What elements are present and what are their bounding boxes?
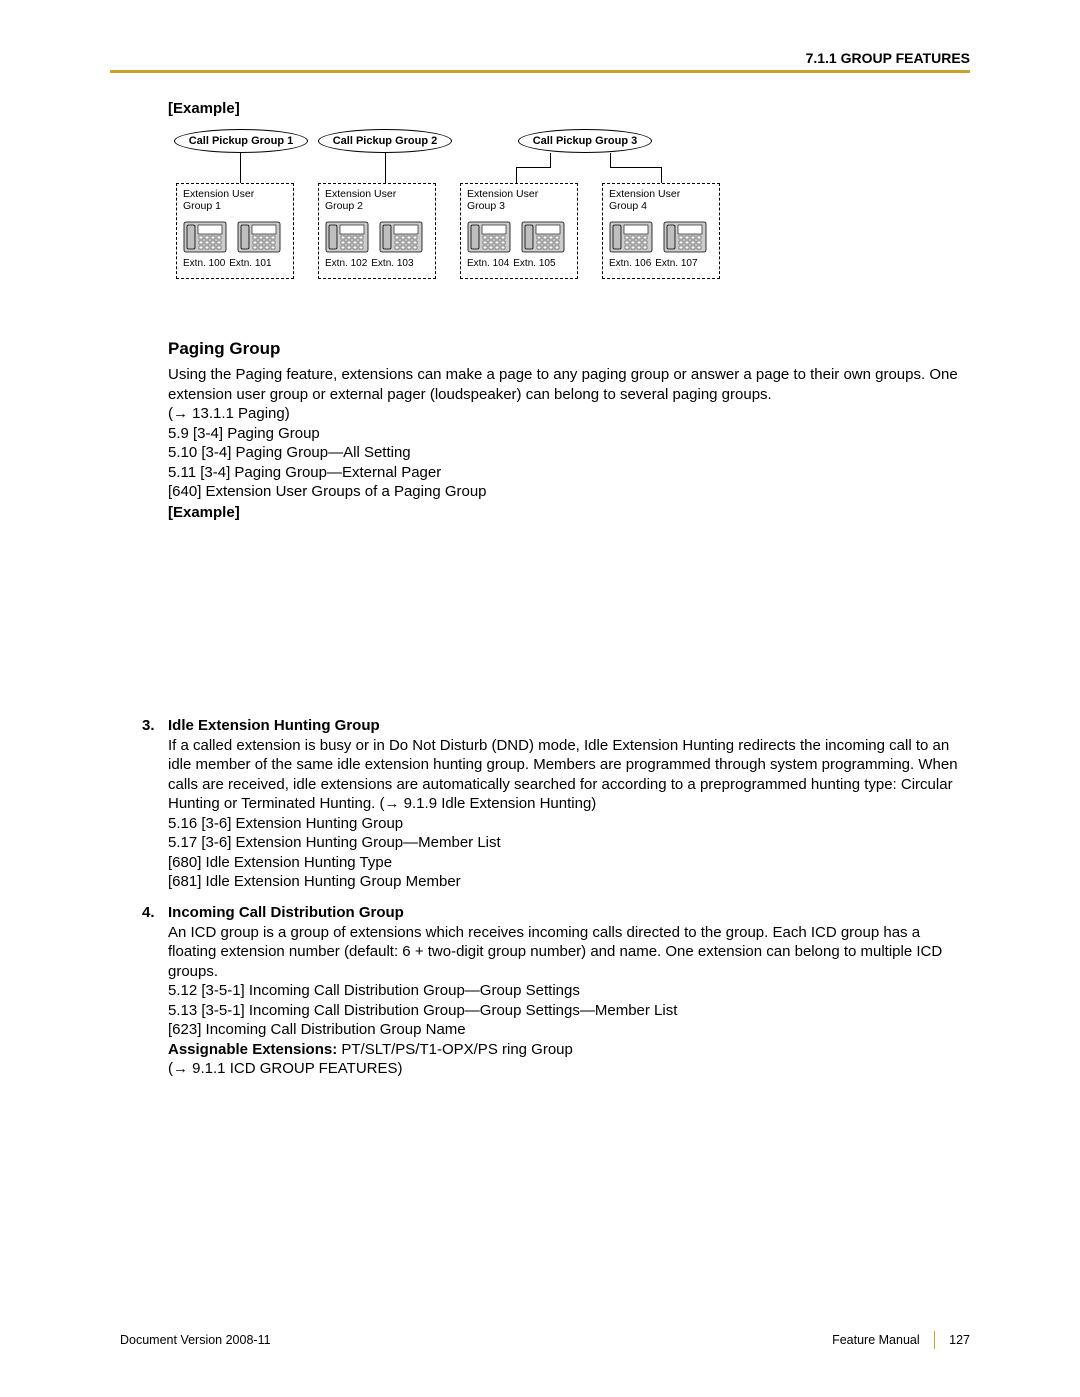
group-title-line2: Group 1 [183, 200, 287, 212]
phone-icon [663, 216, 707, 254]
connector-line [550, 153, 551, 167]
extension-user-group-box: Extension UserGroup 2 Extn. 102 Extn. 103 [318, 183, 436, 279]
item-3-title: Idle Extension Hunting Group [168, 717, 970, 734]
footer-divider [934, 1331, 936, 1349]
call-pickup-group-oval: Call Pickup Group 3 [518, 129, 652, 153]
item-4-assignable-value: PT/SLT/PS/T1-OPX/PS ring Group [341, 1041, 572, 1058]
item-3-line-3: [681] Idle Extension Hunting Group Membe… [168, 873, 461, 890]
footer-page-number: 127 [949, 1333, 970, 1347]
paging-line-3: [640] Extension User Groups of a Paging … [168, 483, 487, 500]
header-rule [110, 70, 970, 73]
connector-line [516, 167, 551, 168]
footer-doc-version: Document Version 2008-11 [120, 1333, 271, 1347]
call-pickup-group-oval: Call Pickup Group 2 [318, 129, 452, 153]
item-3-line-2: [680] Idle Extension Hunting Type [168, 854, 392, 871]
main-content: [Example] Call Pickup Group 1Call Pickup… [168, 100, 970, 1079]
paging-ref: (→ 13.1.1 Paging) [168, 405, 290, 422]
item-3-para: If a called extension is busy or in Do N… [168, 737, 958, 813]
item-3-line-1: 5.17 [3-6] Extension Hunting Group—Membe… [168, 834, 501, 851]
group-title-line1: Extension User [183, 188, 287, 200]
connector-line [240, 153, 241, 183]
group-title-line2: Group 2 [325, 200, 429, 212]
ext-label: Extn. 106 [609, 258, 651, 270]
call-pickup-diagram: Call Pickup Group 1 Call Pickup Group 2 Ca… [170, 123, 730, 313]
ext-label: Extn. 104 [467, 258, 509, 270]
item-4-para: An ICD group is a group of extensions wh… [168, 924, 942, 980]
phone-icon [183, 216, 227, 254]
group-title-line1: Extension User [325, 188, 429, 200]
item-3-line-0: 5.16 [3-6] Extension Hunting Group [168, 815, 403, 832]
item-4-title: Incoming Call Distribution Group [168, 904, 970, 921]
connector-line [661, 167, 662, 183]
phone-icon [467, 216, 511, 254]
connector-line [610, 153, 611, 167]
paging-line-2: 5.11 [3-4] Paging Group—External Pager [168, 464, 441, 481]
phone-icon [379, 216, 423, 254]
extension-user-group-box: Extension UserGroup 3 Extn. 104 Extn. 105 [460, 183, 578, 279]
group-title-line2: Group 4 [609, 200, 713, 212]
ext-label: Extn. 107 [655, 258, 697, 270]
item-4-ref: (→ 9.1.1 ICD GROUP FEATURES) [168, 1060, 403, 1077]
paging-para: Using the Paging feature, extensions can… [168, 366, 958, 403]
group-title-line1: Extension User [467, 188, 571, 200]
phone-icon [609, 216, 653, 254]
item-4: 4. Incoming Call Distribution Group An I… [142, 904, 970, 1079]
example-2-label: [Example] [168, 504, 970, 521]
ext-label: Extn. 105 [513, 258, 555, 270]
item-3-text: If a called extension is busy or in Do N… [168, 736, 970, 892]
item-4-text: An ICD group is a group of extensions wh… [168, 923, 970, 1079]
item-3: 3. Idle Extension Hunting Group If a cal… [142, 717, 970, 892]
ext-label: Extn. 100 [183, 258, 225, 270]
paging-line-0: 5.9 [3-4] Paging Group [168, 425, 320, 442]
ext-label: Extn. 101 [229, 258, 271, 270]
item-4-line-2: [623] Incoming Call Distribution Group N… [168, 1021, 466, 1038]
paging-group-text: Using the Paging feature, extensions can… [168, 365, 970, 502]
blank-diagram-space [168, 527, 970, 705]
item-4-number: 4. [142, 904, 168, 1079]
connector-line [610, 167, 662, 168]
call-pickup-group-oval: Call Pickup Group 1 [174, 129, 308, 153]
group-title-line1: Extension User [609, 188, 713, 200]
connector-line [516, 167, 517, 183]
paging-group-heading: Paging Group [168, 339, 970, 359]
connector-line [385, 153, 386, 183]
example-1-label: [Example] [168, 100, 970, 117]
phone-icon [237, 216, 281, 254]
item-4-line-0: 5.12 [3-5-1] Incoming Call Distribution … [168, 982, 580, 999]
item-3-number: 3. [142, 717, 168, 892]
ext-label: Extn. 103 [371, 258, 413, 270]
item-4-assignable-label: Assignable Extensions: [168, 1041, 341, 1058]
extension-user-group-box: Extension UserGroup 1 Extn. 100 Extn. 101 [176, 183, 294, 279]
item-4-line-1: 5.13 [3-5-1] Incoming Call Distribution … [168, 1002, 677, 1019]
paging-line-1: 5.10 [3-4] Paging Group—All Setting [168, 444, 411, 461]
phone-icon [521, 216, 565, 254]
ext-label: Extn. 102 [325, 258, 367, 270]
page-section-header: 7.1.1 GROUP FEATURES [806, 50, 970, 66]
extension-user-group-box: Extension UserGroup 4 Extn. 106 Extn. 107 [602, 183, 720, 279]
page-footer: Document Version 2008-11 Feature Manual … [120, 1331, 970, 1349]
phone-icon [325, 216, 369, 254]
group-title-line2: Group 3 [467, 200, 571, 212]
footer-manual-name: Feature Manual [832, 1333, 920, 1347]
